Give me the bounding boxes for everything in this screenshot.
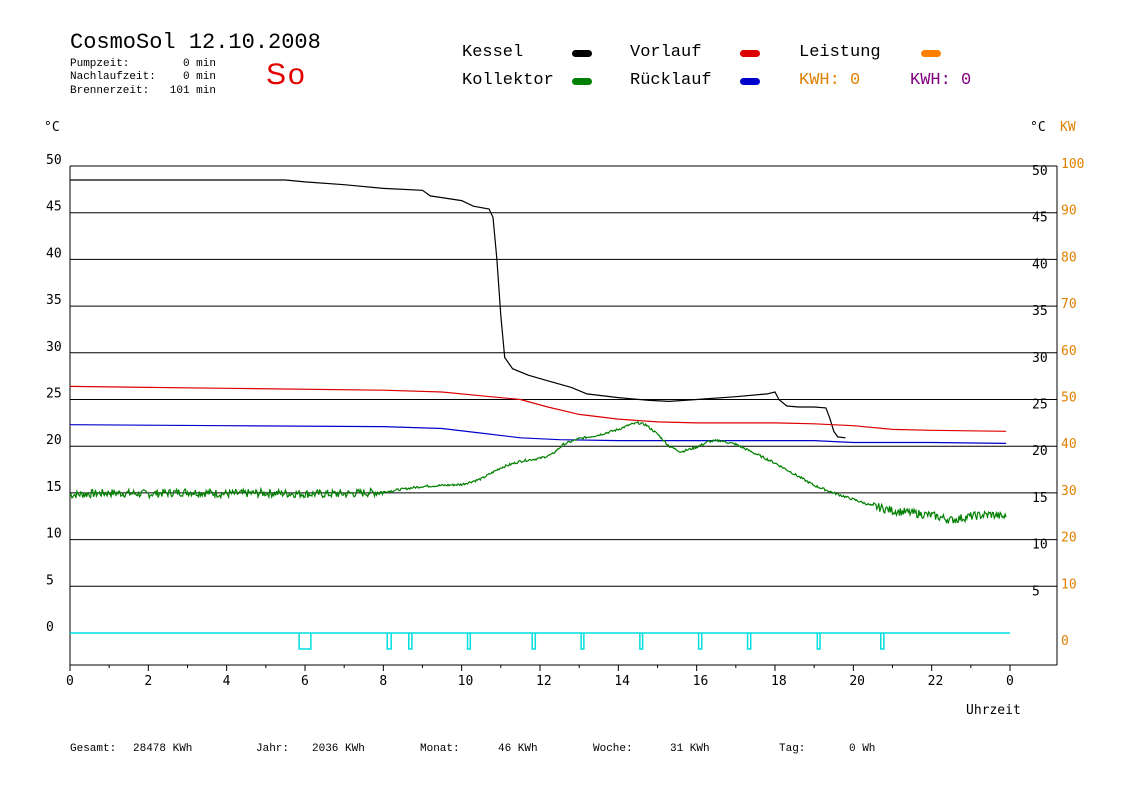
y-tick-label-left: 5 [46,573,54,588]
stat-label: Pumpzeit: [70,58,130,70]
legend-kollektor-swatch [572,78,592,85]
legend-ruecklauf-swatch [740,78,760,85]
y-tick-label-kw: 30 [1061,484,1077,499]
y-tick-label-kw: 80 [1061,250,1077,265]
pump-pulse [466,633,472,650]
right-unit-kw-label: KW [1060,120,1076,135]
pump-pulse [531,633,537,650]
x-tick-label: 14 [614,674,630,689]
legend-kessel-label: Kessel [462,43,524,62]
stat-value: 0 min [182,58,216,70]
weekday-label: So [266,58,307,91]
legend-kessel-swatch [572,50,592,57]
pump-pulse [639,633,644,650]
pump-pulse [386,633,392,650]
y-tick-label-kw: 40 [1061,437,1077,452]
series-line-kollektor [69,420,1007,525]
legend-leistung-swatch [921,50,941,57]
pump-pulse [746,633,752,650]
y-tick-label-kw: 60 [1061,344,1077,359]
y-tick-label-right: 10 [1032,538,1048,553]
y-tick-label-left: 35 [46,293,62,308]
legend-leistung-label: Leistung [799,43,881,62]
series-line-vorlauf [69,385,1007,432]
x-tick-label: 18 [771,674,787,689]
stat-value: 101 min [169,85,216,97]
footer-jahr-label: Jahr: [256,743,290,755]
x-tick-label: 6 [301,674,309,689]
pump-pulse [880,633,885,650]
stat-brennerzeit: Brennerzeit: 101 min [70,85,216,97]
y-tick-label-left: 10 [46,527,62,542]
footer-monat-value: 46 KWh [498,743,538,755]
y-tick-label-kw: 10 [1061,577,1077,592]
x-tick-label: 16 [693,674,709,689]
legend-vorlauf-swatch [740,50,760,57]
y-tick-label-kw: 70 [1061,297,1077,312]
y-tick-label-right: 20 [1032,444,1048,459]
stat-nachlaufzeit: Nachlaufzeit: 0 min [70,71,216,83]
footer-woche-label: Woche: [593,743,633,755]
y-tick-label-right: 25 [1032,398,1048,413]
x-tick-label: 0 [1006,674,1014,689]
y-tick-label-right: 30 [1032,351,1048,366]
footer-jahr-value: 2036 KWh [312,743,365,755]
page-title: CosmoSol 12.10.2008 [70,30,321,55]
y-tick-label-left: 40 [46,246,62,261]
y-tick-label-left: 50 [46,153,62,168]
stat-label: Nachlaufzeit: [70,71,156,83]
y-tick-label-right: 5 [1032,584,1040,599]
legend-kwh-purple: KWH: 0 [910,71,972,90]
series-line-kessel [70,179,846,439]
y-tick-label-left: 30 [46,340,62,355]
footer-gesamt-label: Gesamt: [70,743,117,755]
pump-pulse [408,633,413,650]
x-tick-label: 22 [928,674,944,689]
y-tick-label-left: 15 [46,480,62,495]
y-tick-label-kw: 100 [1061,157,1084,172]
stat-label: Brennerzeit: [70,85,150,97]
x-tick-label: 10 [458,674,474,689]
y-tick-label-right: 35 [1032,304,1048,319]
y-tick-label-left: 45 [46,200,62,215]
y-tick-label-right: 40 [1032,257,1048,272]
x-tick-label: 8 [379,674,387,689]
x-tick-label: 4 [223,674,231,689]
footer-monat-label: Monat: [420,743,460,755]
x-tick-label: 12 [536,674,552,689]
stat-value: 0 min [182,71,216,83]
legend-kwh-orange: KWH: 0 [799,71,861,90]
footer-tag-label: Tag: [779,743,806,755]
pump-pulse [697,633,703,650]
pump-pulse [580,633,585,650]
pump-pulse [816,633,821,650]
legend-ruecklauf-label: Rücklauf [630,71,712,90]
x-tick-label: 2 [144,674,152,689]
y-tick-label-right: 50 [1032,164,1048,179]
pump-pulse [298,633,312,650]
right-unit-c-label: °C [1030,120,1046,135]
y-tick-label-kw: 0 [1061,634,1069,649]
y-tick-label-kw: 50 [1061,391,1077,406]
series-line-ruecklauf [69,424,1007,444]
x-tick-label: 0 [66,674,74,689]
y-tick-label-left: 25 [46,387,62,402]
stat-pumpzeit: Pumpzeit: 0 min [70,58,216,70]
x-tick-label: 20 [849,674,865,689]
x-axis-title: Uhrzeit [966,703,1021,718]
footer-woche-value: 31 KWh [670,743,710,755]
legend-kollektor-label: Kollektor [462,71,554,90]
legend-vorlauf-label: Vorlauf [630,43,702,62]
y-tick-label-left: 20 [46,433,62,448]
y-tick-label-left: 0 [46,620,54,635]
y-tick-label-right: 45 [1032,211,1048,226]
footer-gesamt-value: 28478 KWh [133,743,193,755]
y-tick-label-right: 15 [1032,491,1048,506]
y-tick-label-kw: 20 [1061,531,1077,546]
footer-tag-value: 0 Wh [849,743,876,755]
left-unit-label: °C [44,120,60,135]
y-tick-label-kw: 90 [1061,204,1077,219]
